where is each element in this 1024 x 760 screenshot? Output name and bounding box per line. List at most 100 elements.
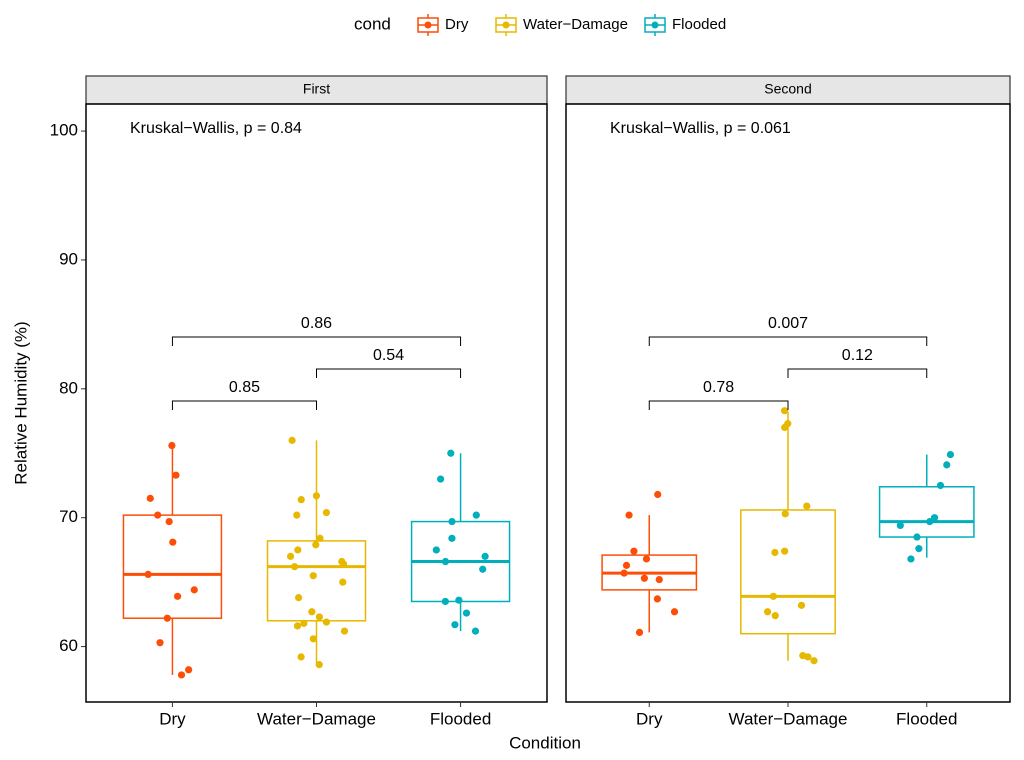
- point: [146, 494, 154, 502]
- legend-title: cond: [354, 14, 391, 33]
- x-tick-label: Flooded: [430, 709, 491, 728]
- point: [936, 481, 945, 490]
- point: [455, 596, 463, 604]
- legend-key: [651, 21, 659, 29]
- legend-label: Water−Damage: [523, 16, 628, 33]
- point: [185, 666, 193, 674]
- point: [763, 608, 772, 616]
- y-tick-label: 80: [59, 378, 78, 397]
- bracket: [648, 400, 789, 410]
- p-value-label: 0.54: [373, 347, 404, 364]
- x-tick-label: Water−Damage: [257, 709, 376, 728]
- legend-key: [502, 21, 510, 29]
- legend-label: Flooded: [672, 16, 726, 33]
- point: [797, 601, 806, 609]
- annotation: Kruskal−Wallis, p = 0.061: [610, 120, 791, 137]
- point: [294, 546, 302, 554]
- point: [781, 423, 789, 432]
- point: [173, 592, 182, 600]
- point: [291, 563, 299, 571]
- point: [165, 517, 173, 526]
- bracket: [787, 368, 928, 378]
- box: [740, 509, 836, 635]
- point: [315, 661, 323, 669]
- point: [322, 508, 331, 517]
- strip-label: First: [303, 81, 330, 97]
- point: [288, 436, 296, 444]
- legend-label: Dry: [445, 16, 469, 33]
- p-value-label: 0.78: [703, 379, 734, 396]
- point: [915, 545, 923, 553]
- point: [441, 597, 449, 606]
- box: [266, 540, 367, 622]
- bracket: [648, 336, 928, 346]
- point: [654, 490, 662, 499]
- bracket: [316, 368, 462, 378]
- point: [771, 548, 779, 557]
- point: [653, 595, 662, 603]
- point: [896, 521, 904, 530]
- bracket: [171, 400, 317, 410]
- strip-label: Second: [764, 81, 811, 97]
- box: [878, 486, 975, 538]
- point: [437, 475, 445, 483]
- p-value-label: 0.007: [768, 315, 808, 332]
- y-tick-label: 100: [50, 121, 78, 140]
- point: [926, 517, 934, 526]
- point: [190, 586, 198, 594]
- point: [640, 574, 648, 582]
- p-value-label: 0.85: [229, 379, 260, 396]
- point: [340, 627, 349, 635]
- point: [293, 511, 301, 519]
- x-tick-label: Dry: [636, 709, 663, 728]
- y-tick-label: 90: [59, 249, 78, 268]
- point: [907, 555, 915, 563]
- point: [168, 441, 176, 450]
- point: [144, 570, 152, 579]
- point: [635, 628, 644, 637]
- strip: [85, 75, 548, 105]
- point: [322, 618, 331, 626]
- box: [122, 514, 223, 619]
- point: [771, 612, 779, 620]
- point: [163, 614, 171, 622]
- p-value-label: 0.86: [301, 315, 332, 332]
- annotation: Kruskal−Wallis, p = 0.84: [130, 120, 302, 137]
- point: [630, 547, 638, 555]
- x-axis-title: Condition: [509, 733, 581, 752]
- point: [309, 572, 317, 580]
- point: [339, 578, 347, 586]
- legend-key: [424, 21, 432, 29]
- point: [172, 471, 180, 479]
- point: [297, 653, 305, 661]
- point: [294, 594, 303, 602]
- point: [169, 538, 177, 546]
- x-tick-label: Flooded: [896, 709, 957, 728]
- point: [312, 541, 320, 549]
- point: [286, 552, 295, 560]
- point: [297, 496, 305, 504]
- point: [781, 510, 789, 518]
- y-tick-label: 70: [59, 507, 78, 526]
- point: [780, 407, 789, 415]
- point: [769, 592, 777, 600]
- point: [479, 565, 487, 573]
- point: [622, 561, 631, 569]
- point: [946, 450, 955, 459]
- point: [943, 461, 951, 469]
- y-axis-title: Relative Humidity (%): [11, 321, 30, 484]
- y-tick-label: 60: [59, 636, 78, 655]
- point: [177, 671, 186, 679]
- point: [803, 502, 811, 510]
- point: [804, 653, 812, 661]
- point: [670, 608, 679, 616]
- point: [451, 621, 459, 629]
- point: [154, 511, 162, 519]
- point: [620, 569, 628, 577]
- point: [315, 613, 323, 621]
- point: [339, 560, 348, 568]
- p-value-label: 0.12: [842, 347, 873, 364]
- point: [309, 635, 317, 643]
- point: [432, 546, 440, 554]
